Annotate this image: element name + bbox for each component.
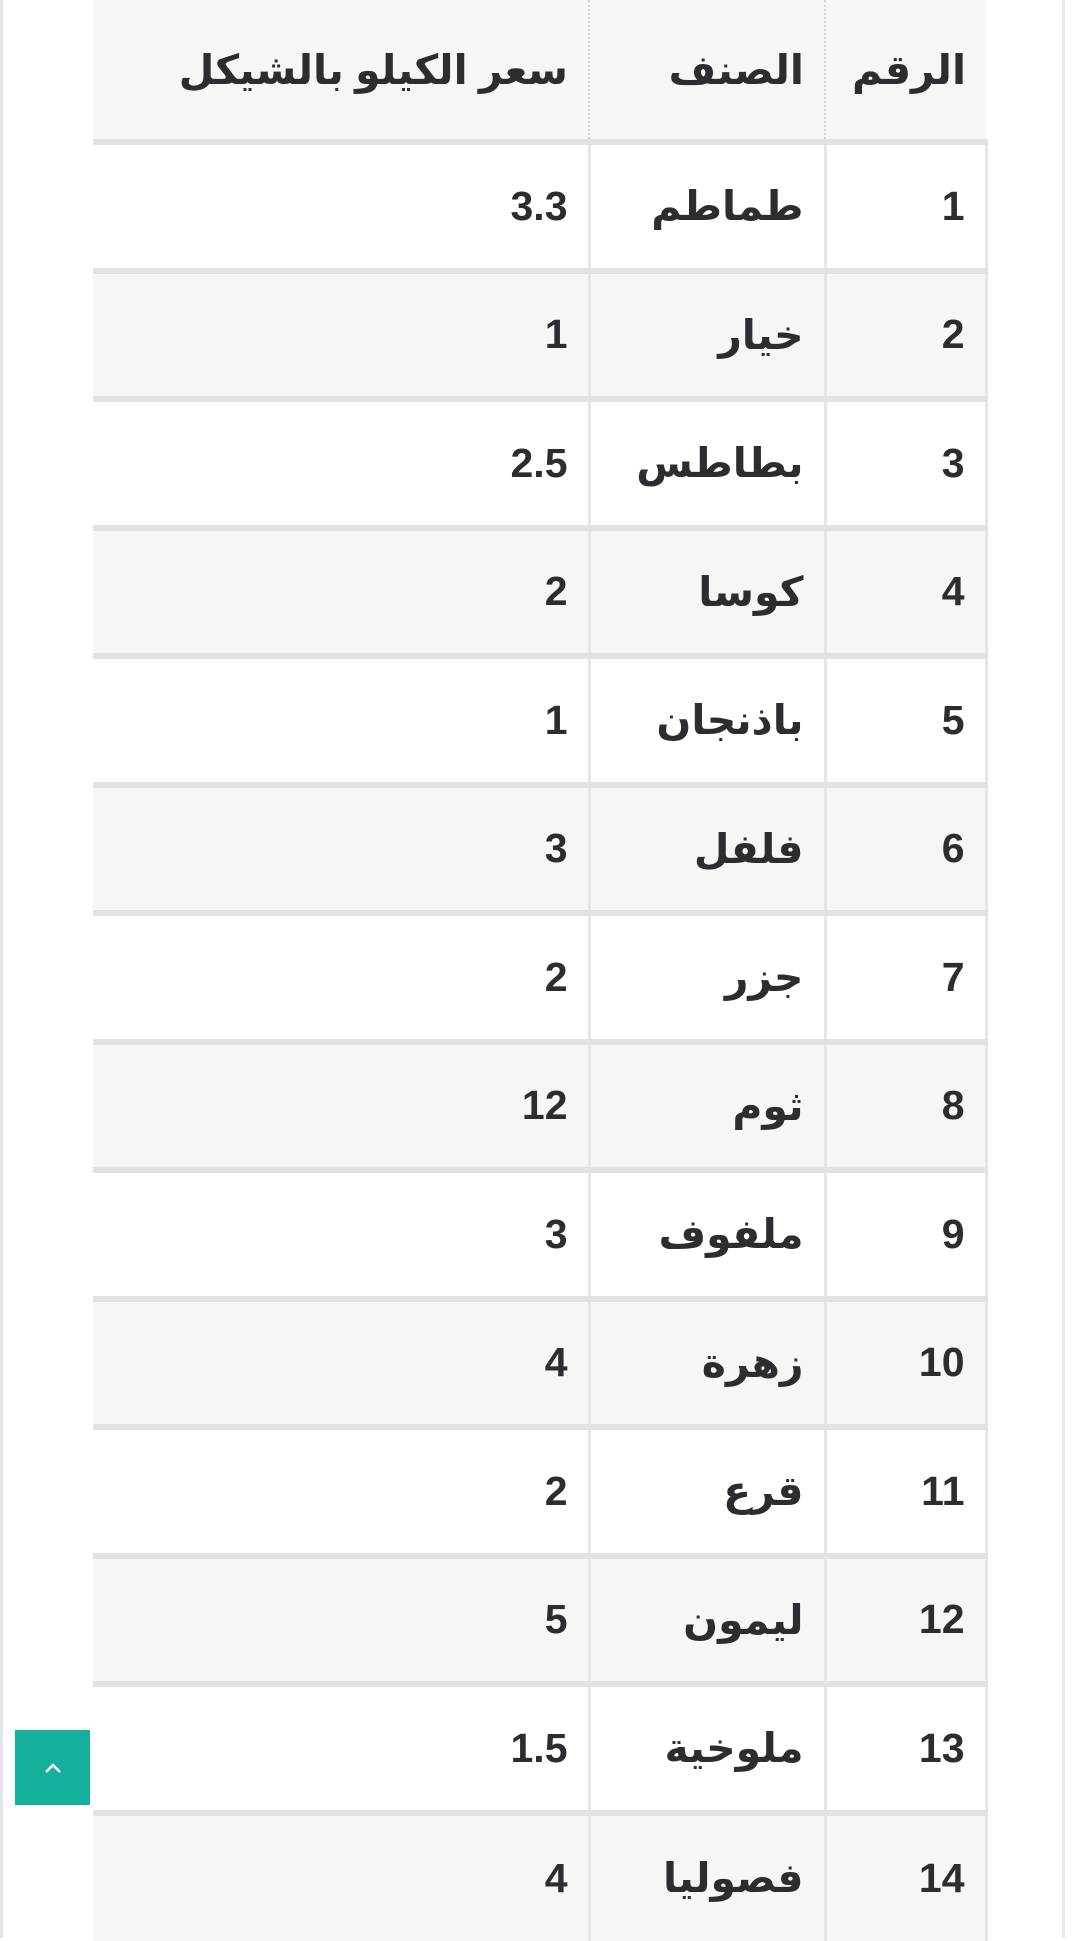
cell-item: جزر	[589, 913, 825, 1042]
cell-price: 2.5	[93, 399, 589, 528]
header-number: الرقم	[825, 0, 986, 142]
cell-number: 1	[825, 142, 986, 271]
cell-price: 2	[93, 1427, 589, 1556]
cell-number: 2	[825, 271, 986, 400]
cell-price: 5	[93, 1556, 589, 1685]
header-price: سعر الكيلو بالشيكل	[93, 0, 589, 142]
cell-price: 3.3	[93, 142, 589, 271]
cell-item: ثوم	[589, 1042, 825, 1171]
cell-item: فلفل	[589, 785, 825, 914]
cell-price: 3	[93, 1170, 589, 1299]
cell-price: 1.5	[93, 1684, 589, 1813]
cell-price: 1	[93, 271, 589, 400]
cell-price: 1	[93, 656, 589, 785]
back-to-top-button[interactable]	[15, 1730, 90, 1805]
cell-item: خيار	[589, 271, 825, 400]
cell-number: 14	[825, 1813, 986, 1941]
table-header-row: الرقم الصنف سعر الكيلو بالشيكل	[93, 0, 986, 142]
cell-item: قرع	[589, 1427, 825, 1556]
cell-item: ليمون	[589, 1556, 825, 1685]
header-item: الصنف	[589, 0, 825, 142]
cell-number: 12	[825, 1556, 986, 1685]
cell-number: 10	[825, 1299, 986, 1428]
cell-number: 6	[825, 785, 986, 914]
cell-price: 2	[93, 913, 589, 1042]
cell-number: 5	[825, 656, 986, 785]
cell-item: ملفوف	[589, 1170, 825, 1299]
chevron-up-icon	[42, 1761, 64, 1775]
cell-price: 4	[93, 1813, 589, 1941]
page-border-right	[1062, 0, 1065, 1938]
cell-number: 4	[825, 528, 986, 657]
cell-number: 8	[825, 1042, 986, 1171]
cell-price: 4	[93, 1299, 589, 1428]
cell-number: 11	[825, 1427, 986, 1556]
cell-number: 13	[825, 1684, 986, 1813]
cell-item: باذنجان	[589, 656, 825, 785]
cell-price: 12	[93, 1042, 589, 1171]
cell-item: فصوليا	[589, 1813, 825, 1941]
cell-price: 2	[93, 528, 589, 657]
cell-item: ملوخية	[589, 1684, 825, 1813]
page-border-left	[0, 0, 3, 1938]
cell-price: 3	[93, 785, 589, 914]
cell-item: طماطم	[589, 142, 825, 271]
cell-item: زهرة	[589, 1299, 825, 1428]
cell-number: 9	[825, 1170, 986, 1299]
cell-item: بطاطس	[589, 399, 825, 528]
cell-number: 7	[825, 913, 986, 1042]
cell-number: 3	[825, 399, 986, 528]
cell-item: كوسا	[589, 528, 825, 657]
